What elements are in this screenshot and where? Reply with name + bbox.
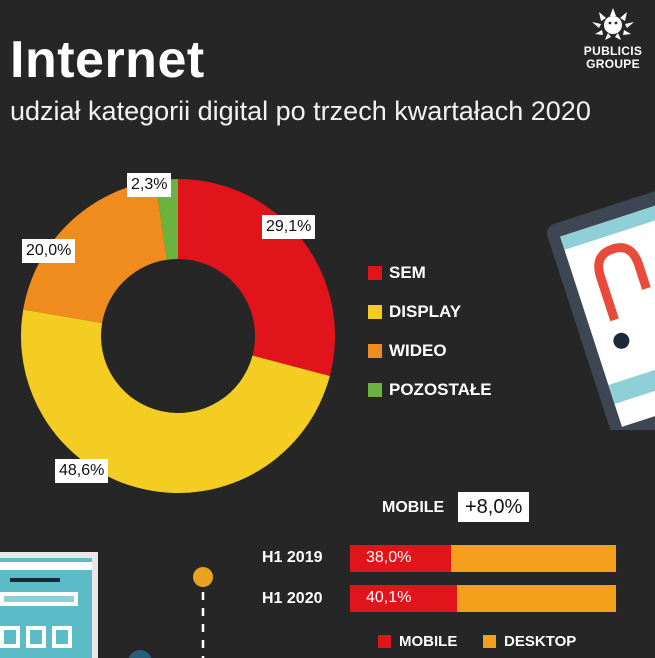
page-subtitle: udział kategorii digital po trzech kwart… [10, 96, 591, 126]
legend-label-wideo: WIDEO [389, 341, 447, 360]
donut-label-wideo: 20,0% [22, 239, 76, 263]
legend-label-pozostale: POZOSTAŁE [389, 380, 492, 399]
mobile-change-label: MOBILE [382, 499, 445, 516]
donut-slice-display [20, 309, 330, 494]
bar-label-h1-2019: H1 2019 [262, 549, 323, 566]
legend-label-mobile: MOBILE [399, 633, 458, 650]
legend-label-desktop: DESKTOP [504, 633, 577, 650]
legend-swatch-sem [368, 266, 382, 280]
donut-chart [20, 179, 336, 494]
legend-swatch-display [368, 305, 382, 319]
bar-mobile-segment [350, 585, 457, 612]
publicis-logo: PUBLICIS GROUPE [579, 6, 647, 71]
legend-swatch-desktop [483, 635, 496, 648]
laptop-illustration [0, 552, 98, 658]
donut-label-pozostale: 2,3% [127, 173, 172, 197]
bar-legend-desktop: DESKTOP [483, 633, 576, 650]
bar-h1-2020: 40,1% [350, 585, 616, 612]
legend-item-wideo: WIDEO [368, 341, 492, 360]
legend-item-sem: SEM [368, 263, 492, 282]
donut-label-sem: 29,1% [262, 215, 316, 239]
legend-swatch-pozostale [368, 383, 382, 397]
legend-label-sem: SEM [389, 263, 426, 282]
logo-line-1: PUBLICIS [583, 44, 643, 58]
donut-label-display: 48,6% [55, 459, 109, 483]
legend-swatch-wideo [368, 344, 382, 358]
donut-slice-sem [178, 179, 336, 376]
bar-legend-mobile: MOBILE [378, 633, 457, 650]
legend-label-display: DISPLAY [389, 302, 462, 321]
donut-slice-pozostale [155, 179, 178, 260]
bar-label-h1-2020: H1 2020 [262, 590, 323, 607]
logo-line-2: GROUPE [586, 57, 640, 71]
page-title: Internet [10, 31, 205, 89]
legend-item-display: DISPLAY [368, 302, 492, 321]
bar-mobile-value-h1-2020: 40,1% [366, 589, 412, 606]
dashed-path-illustration [128, 567, 213, 658]
bar-mobile-segment [350, 545, 452, 572]
bar-h1-2019: 38,0% [350, 545, 616, 572]
donut-legend: SEM DISPLAY WIDEO POZOSTAŁE [368, 263, 492, 420]
legend-item-pozostale: POZOSTAŁE [368, 380, 492, 399]
lion-head-icon [592, 8, 634, 40]
mobile-change-value: +8,0% [458, 492, 530, 522]
legend-swatch-mobile [378, 635, 391, 648]
bar-mobile-value-h1-2019: 38,0% [366, 549, 412, 566]
tablet-illustration [547, 180, 655, 430]
donut-slice-wideo [23, 180, 167, 323]
